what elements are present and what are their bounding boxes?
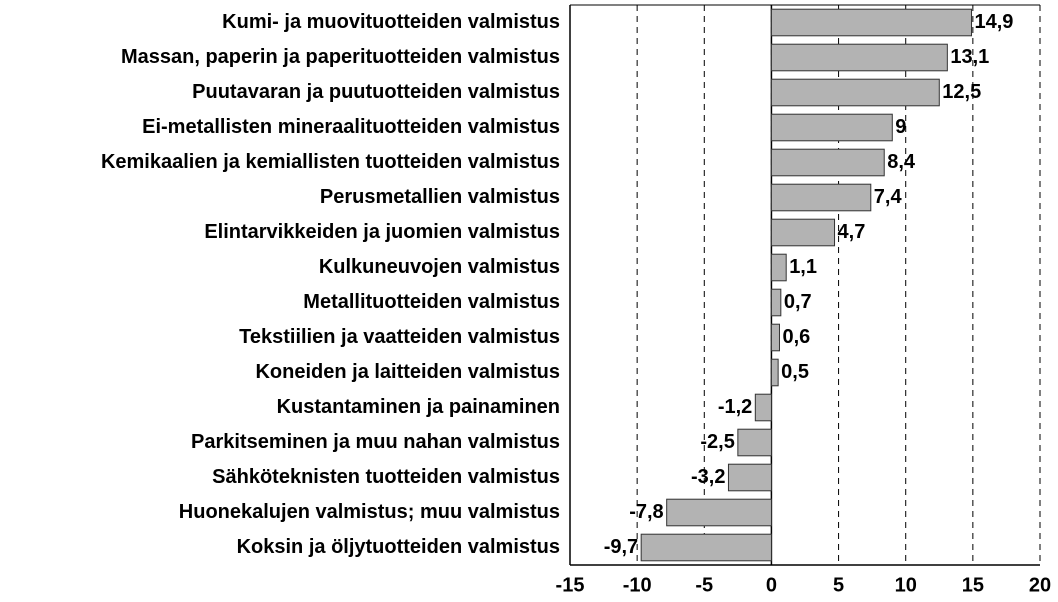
y-tick-label: Sähköteknisten tuotteiden valmistus — [212, 466, 560, 488]
data-label: 13,1 — [950, 46, 989, 68]
bar — [770, 78, 940, 107]
data-label: 12,5 — [942, 81, 981, 103]
y-tick-label: Kemikaalien ja kemiallisten tuotteiden v… — [101, 151, 560, 173]
bar — [770, 288, 782, 317]
data-label: -3,2 — [691, 466, 725, 488]
y-tick-label: Tekstiilien ja vaatteiden valmistus — [239, 326, 560, 348]
y-tick-label: Ei-metallisten mineraalituotteiden valmi… — [142, 116, 560, 138]
x-tick-label: -5 — [695, 574, 713, 596]
data-label: -1,2 — [718, 396, 752, 418]
data-label: 9 — [895, 116, 906, 138]
data-label: 4,7 — [838, 221, 866, 243]
bar — [770, 358, 779, 387]
bar — [770, 113, 893, 142]
y-tick-label: Koneiden ja laitteiden valmistus — [255, 361, 560, 383]
y-tick-label: Kumi- ja muovituotteiden valmistus — [222, 11, 560, 33]
data-label: 0,5 — [781, 361, 809, 383]
bar — [770, 43, 948, 72]
bar — [666, 498, 772, 527]
bar — [770, 218, 836, 247]
y-tick-label: Parkitseminen ja muu nahan valmistus — [191, 431, 560, 453]
bar — [737, 428, 772, 457]
bar — [770, 183, 872, 212]
bar — [770, 253, 787, 282]
x-tick-label: 5 — [833, 574, 844, 596]
data-label: 0,6 — [782, 326, 810, 348]
data-label: -7,8 — [629, 501, 663, 523]
bar — [770, 8, 973, 37]
y-tick-label: Elintarvikkeiden ja juomien valmistus — [204, 221, 560, 243]
x-tick-label: 20 — [1029, 574, 1051, 596]
x-tick-label: -15 — [556, 574, 585, 596]
data-label: 7,4 — [874, 186, 903, 208]
y-tick-label: Metallituotteiden valmistus — [303, 291, 560, 313]
y-tick-label: Massan, paperin ja paperituotteiden valm… — [121, 46, 560, 68]
data-label: -9,7 — [604, 536, 638, 558]
data-label: 8,4 — [887, 151, 916, 173]
bar — [770, 323, 780, 352]
y-tick-label: Kulkuneuvojen valmistus — [319, 256, 560, 278]
x-tick-label: 0 — [766, 574, 777, 596]
bar — [770, 148, 885, 177]
y-tick-label: Koksin ja öljytuotteiden valmistus — [237, 536, 560, 558]
data-label: -2,5 — [700, 431, 734, 453]
y-tick-label: Huonekalujen valmistus; muu valmistus — [179, 501, 560, 523]
x-tick-label: 10 — [895, 574, 917, 596]
x-tick-label: 15 — [962, 574, 984, 596]
data-label: 14,9 — [975, 11, 1014, 33]
y-tick-label: Perusmetallien valmistus — [320, 186, 560, 208]
y-tick-label: Puutavaran ja puutuotteiden valmistus — [192, 81, 560, 103]
y-tick-label: Kustantaminen ja painaminen — [277, 396, 560, 418]
bar — [754, 393, 772, 422]
data-label: 1,1 — [789, 256, 817, 278]
bar — [727, 463, 772, 492]
x-tick-label: -10 — [623, 574, 652, 596]
bar — [640, 533, 772, 562]
data-label: 0,7 — [784, 291, 812, 313]
